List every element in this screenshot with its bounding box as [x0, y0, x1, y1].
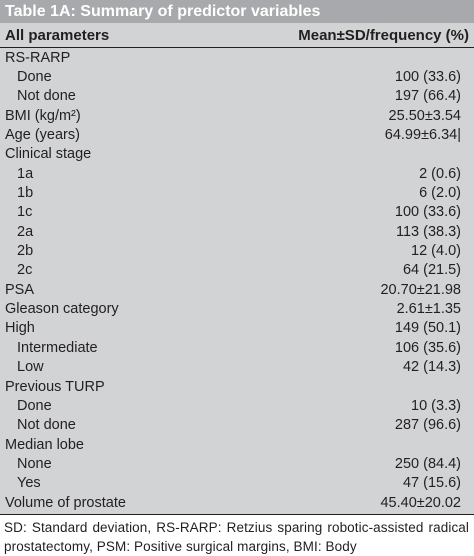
- row-label: None: [17, 455, 52, 472]
- row-label: Gleason category: [5, 301, 119, 318]
- table-row: 1b 6 (2.0): [0, 183, 474, 202]
- row-label: 1b: [17, 185, 34, 202]
- row-value: 113 (38.3): [395, 223, 461, 240]
- row-label: Intermediate: [17, 339, 98, 356]
- table-row: 1c 100 (33.6): [0, 203, 474, 222]
- row-label: 1a: [17, 165, 34, 182]
- table-row: Intermediate 106 (35.6): [0, 338, 474, 357]
- row-label: Volume of prostate: [5, 494, 126, 511]
- table-row: Age (years) 64.99±6.34|: [0, 125, 474, 144]
- row-value: 45.40±20.02: [380, 494, 461, 511]
- header-value: Mean±SD/frequency (%): [298, 26, 469, 44]
- row-value: 25.50±3.54: [388, 107, 461, 124]
- table-row: Done 10 (3.3): [0, 396, 474, 415]
- row-value: 100 (33.6): [394, 204, 461, 221]
- row-value: 287 (96.6): [394, 417, 461, 434]
- row-label: 1c: [17, 204, 33, 221]
- table-row: Done 100 (33.6): [0, 67, 474, 86]
- table-row: None 250 (84.4): [0, 454, 474, 473]
- table-row: Gleason category 2.61±1.35: [0, 299, 474, 318]
- row-label: 2a: [17, 223, 34, 240]
- table-row: BMI (kg/m²) 25.50±3.54: [0, 106, 474, 125]
- row-label: BMI (kg/m²): [5, 107, 81, 124]
- row-label: Not done: [17, 417, 76, 434]
- table-row: Low 42 (14.3): [0, 358, 474, 377]
- table-bottom-rule: [0, 512, 474, 516]
- table-rows: RS-RARP Done 100 (33.6) Not done 197 (66.4) B…: [0, 48, 474, 512]
- table-header-row: All parameters Mean±SD/frequency (%): [0, 23, 474, 48]
- row-label: 2c: [17, 262, 33, 279]
- table-row: Volume of prostate 45.40±20.02: [0, 493, 474, 512]
- row-value: 42 (14.3): [402, 359, 461, 376]
- row-label: Clinical stage: [5, 146, 92, 163]
- row-value: 20.70±21.98: [380, 281, 461, 298]
- row-value: 64.99±6.34|: [384, 127, 461, 144]
- table-row: High 149 (50.1): [0, 319, 474, 338]
- table-row: RS-RARP: [0, 48, 474, 67]
- table-footnote: SD: Standard deviation, RS-RARP: Retzius…: [4, 520, 469, 555]
- row-label: Median lobe: [5, 436, 84, 453]
- row-value: 2 (0.6): [419, 165, 461, 182]
- row-label: Low: [17, 359, 44, 376]
- row-label: High: [5, 320, 35, 337]
- row-value: 47 (15.6): [402, 475, 461, 492]
- table-row: 2b 12 (4.0): [0, 241, 474, 260]
- row-label: Yes: [17, 475, 41, 492]
- row-label: Previous TURP: [5, 378, 105, 395]
- row-label: 2b: [17, 243, 34, 260]
- header-parameters: All parameters: [5, 26, 110, 44]
- table-row: 1a 2 (0.6): [0, 164, 474, 183]
- table-title: Table 1A: Summary of predictor variables: [0, 0, 474, 23]
- table-row: Yes 47 (15.6): [0, 474, 474, 493]
- row-value: 197 (66.4): [394, 88, 461, 105]
- table-row: Not done 287 (96.6): [0, 416, 474, 435]
- row-label: Age (years): [5, 127, 80, 144]
- row-value: 12 (4.0): [411, 243, 461, 260]
- row-value: 2.61±1.35: [396, 301, 461, 318]
- row-value: 250 (84.4): [394, 455, 461, 472]
- row-label: Done: [17, 397, 52, 414]
- row-value: 10 (3.3): [411, 397, 461, 414]
- row-value: 6 (2.0): [419, 185, 461, 202]
- row-value: 149 (50.1): [394, 320, 461, 337]
- table-row: PSA 20.70±21.98: [0, 280, 474, 299]
- table-row: 2c 64 (21.5): [0, 261, 474, 280]
- table-row: Not done 197 (66.4): [0, 87, 474, 106]
- table-row: 2a 113 (38.3): [0, 222, 474, 241]
- row-value: 64 (21.5): [402, 262, 461, 279]
- predictor-table: All parameters Mean±SD/frequency (%) RS-…: [0, 23, 474, 516]
- row-label: Done: [17, 69, 52, 86]
- row-label: Not done: [17, 88, 76, 105]
- table-row: Clinical stage: [0, 145, 474, 164]
- row-value: 100 (33.6): [394, 69, 461, 86]
- table-row: Median lobe: [0, 435, 474, 454]
- row-value: 106 (35.6): [394, 339, 461, 356]
- row-label: PSA: [5, 281, 35, 298]
- row-label: RS-RARP: [5, 49, 71, 66]
- table-row: Previous TURP: [0, 377, 474, 396]
